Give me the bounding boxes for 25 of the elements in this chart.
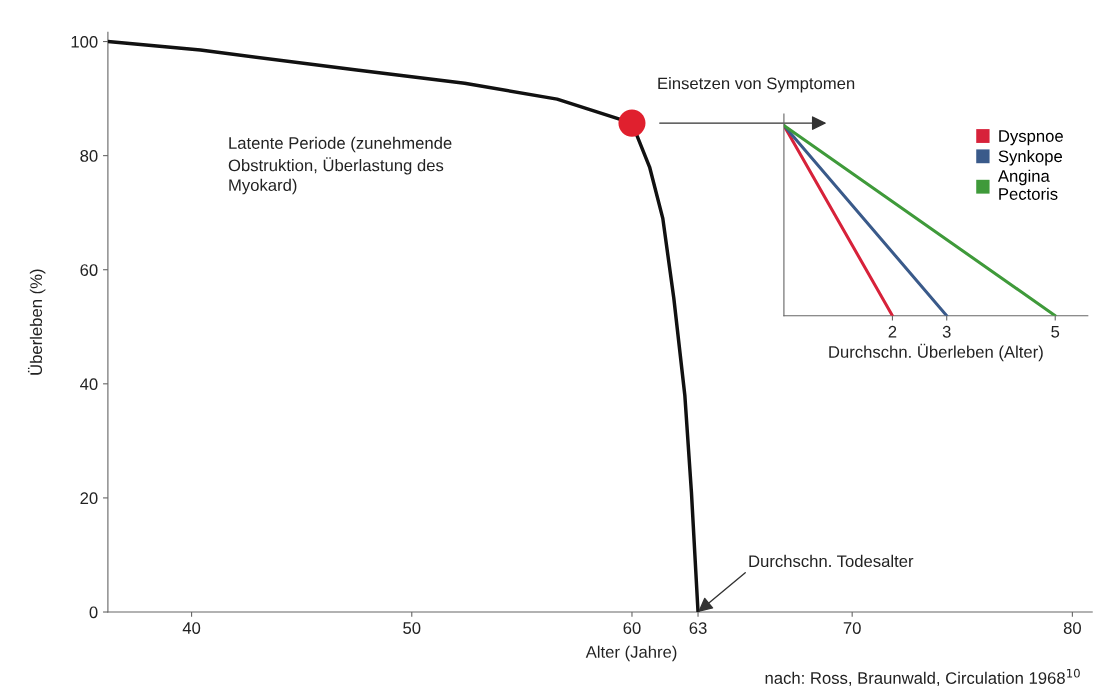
legend-label: Synkope bbox=[998, 149, 1063, 166]
y-tick-label: 20 bbox=[80, 492, 98, 505]
legend-label: Angina Pectoris bbox=[997, 169, 1058, 200]
x-tick-label: 2 bbox=[888, 325, 897, 338]
annotation: Einsetzen von Symptomen bbox=[658, 77, 855, 93]
x-tick-label: 40 bbox=[182, 622, 201, 634]
y-tick-label: 100 bbox=[71, 35, 98, 48]
x-tick-label: 70 bbox=[843, 622, 861, 634]
y-tick-label: 40 bbox=[80, 378, 98, 391]
x-tick-label: 3 bbox=[942, 325, 951, 338]
y-axis-title: Überleben (%) bbox=[27, 269, 46, 375]
x-axis-title: Alter (Jahre) bbox=[585, 645, 677, 662]
x-tick-label: 5 bbox=[1051, 326, 1060, 338]
x-tick-label: 80 bbox=[1063, 622, 1081, 634]
annotation: Latente Periode (zunehmende Obstruktion, Überlastung des Myokard) bbox=[228, 136, 452, 195]
y-tick-label: 60 bbox=[80, 264, 98, 276]
x-tick-label: 60 bbox=[623, 622, 641, 634]
x-tick-label: 63 bbox=[689, 622, 707, 634]
text: nach: Ross, Braunwald, Circulation 1968$^{10}$ bbox=[765, 668, 1080, 686]
annotation: Durchschn. Todesalter bbox=[749, 554, 914, 568]
x-axis-title: Durchschn. Überleben (Alter) bbox=[829, 343, 1043, 362]
y-tick-label: 80 bbox=[80, 150, 98, 162]
legend-label: Dyspnoe bbox=[999, 130, 1063, 146]
x-tick-label: 50 bbox=[403, 622, 421, 634]
y-tick-label: 0 bbox=[89, 606, 98, 619]
